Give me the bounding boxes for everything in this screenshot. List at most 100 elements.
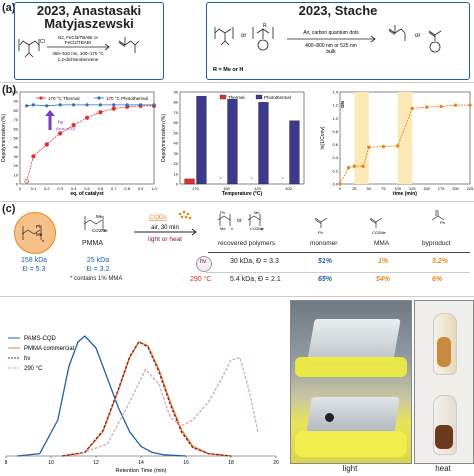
- chart3-point: [352, 164, 357, 168]
- pams-ph: Ph: [36, 224, 42, 229]
- chart2-star-mark: *: [220, 177, 222, 183]
- chart1-hv: hν: [58, 120, 64, 126]
- light-yellow-bottom: [295, 431, 407, 457]
- chart3-light-on-band: [354, 92, 369, 184]
- hv-arrowhead: [45, 110, 55, 116]
- chart3-ytick-label: 0.0: [332, 182, 338, 187]
- pmma-structure: Me CO2Me n: [83, 214, 108, 233]
- row2-monomer: 65%: [318, 276, 333, 283]
- chart1-xtick-label: 0.1: [31, 186, 37, 191]
- left-box-title-1: 2023, Anastasaki: [36, 3, 142, 18]
- chart1-ytick-label: 40: [14, 145, 19, 150]
- or-label-2: or: [415, 33, 420, 39]
- legend-photo-swatch: [255, 94, 263, 100]
- chart1-point-thermal: [71, 122, 76, 128]
- chart1-ytick-label: 20: [14, 163, 19, 168]
- header-monomer: monomer: [310, 240, 338, 247]
- chart1-point-thermal: [58, 131, 63, 136]
- row2-cond: 290 °C: [190, 276, 212, 283]
- chart3-point: [410, 106, 414, 111]
- left-cond-4: 1,2-dichlorobenzene: [58, 57, 99, 62]
- photo-light: [290, 300, 412, 464]
- chart3-point: [453, 103, 458, 107]
- chart1-point-photo: [31, 103, 35, 107]
- row2-mma: 54%: [376, 276, 391, 283]
- chart3-point: [361, 164, 365, 168]
- row1-cond: hν: [199, 259, 207, 265]
- chart1-point-thermal: [98, 110, 103, 115]
- chart2-category-label: 150: [223, 186, 230, 191]
- chart3-point: [468, 103, 472, 107]
- chart3-xtick-label: 100: [394, 186, 401, 191]
- chart2-ytick-label: 30: [174, 151, 179, 156]
- right-box-title: 2023, Stache: [298, 3, 378, 18]
- table-row: 290 °C 5.4 kDa, Đ = 2.1 65% 54% 6%: [190, 276, 470, 288]
- chart1-ytick-label: 50: [14, 136, 19, 141]
- panel-c-letter: (c): [2, 203, 16, 215]
- cqds-label: CQDs: [149, 214, 167, 221]
- light-vial-top: [307, 319, 401, 361]
- table-row: hν 30 kDa, Đ = 3.3 51% 1% 3.2%: [196, 258, 470, 270]
- prod-me: Me: [220, 226, 226, 231]
- chart2-bar-photo: [289, 120, 300, 185]
- light-vial-bottom: [306, 397, 400, 433]
- gpc-legend: PAMS-CQD PMMA commercial hν 290 °C: [8, 336, 74, 372]
- chart1-xtick-label: 1.0: [151, 186, 157, 191]
- chart3-xtick-label: 150: [423, 186, 430, 191]
- chart3-xtick-label: 225: [467, 186, 474, 191]
- chart1-xtick-label: 0.3: [57, 186, 63, 191]
- chart1-xtick-label: 0.2: [44, 186, 50, 191]
- pmma-note: * contains 1% MMA: [70, 276, 123, 282]
- chart2-ytick-label: 50: [174, 130, 179, 135]
- pams-n: n: [42, 238, 44, 243]
- heat-vial-top-fill: [437, 337, 451, 367]
- gpc-xtick-label: 14: [138, 460, 144, 466]
- pams-dispersity: Đ = 5.3: [22, 266, 46, 273]
- gpc-trace-1: [62, 341, 232, 457]
- right-cond-bottom: 400–800 nm or 525 nm: [305, 43, 357, 49]
- left-cond-2: FeCl2/TBABr: [65, 40, 92, 45]
- chart2-ytick-label: 40: [174, 141, 179, 146]
- panel-b-letter: (b): [2, 84, 17, 96]
- chart-depolymerization-vs-temperature: Depolymerization (%) Temperature (°C) 0 1…: [161, 90, 305, 197]
- reaction-arrow: CQDs air, 30 min light or heat: [134, 210, 197, 243]
- chart1-xtick-label: 0: [19, 186, 22, 191]
- row1-mma: 1%: [378, 258, 389, 265]
- r-label: R: [263, 23, 267, 29]
- chart1-ytick-label: 60: [14, 126, 19, 131]
- chart1-point-photo: [139, 103, 143, 107]
- chart2-legend-thermal: Thermal: [228, 95, 245, 100]
- gpc-trace-2: [62, 341, 232, 457]
- photo-light-label: light: [342, 464, 358, 473]
- chart1-legend-thermal: 170 °C Thermal: [48, 96, 79, 101]
- pams-structure: Ph Me n: [21, 224, 44, 243]
- chart2-ytick-label: 20: [174, 161, 179, 166]
- right-cond-bulk: bulk: [326, 49, 336, 55]
- chart3-xtick-label: 50: [367, 186, 372, 191]
- chart2-category-label: 120: [254, 186, 261, 191]
- chart1-point-photo: [152, 103, 156, 107]
- legend-thermal-marker: [39, 96, 43, 100]
- air-label: air, 30 min: [151, 225, 179, 231]
- table-header-row: recovered polymers monomer MMA byproduct: [208, 240, 470, 250]
- panel-a-left-box: 2023, Anastasaki Matyjaszewski Cl N2, Fe…: [14, 2, 164, 80]
- chart3-xtick-label: 75: [381, 186, 386, 191]
- chart2-category-label: 100: [285, 186, 292, 191]
- chart1-series-line: [26, 105, 154, 182]
- header-polymers: recovered polymers: [218, 240, 276, 247]
- chart1-xtick-label: 0.7: [111, 186, 117, 191]
- legend-photo-marker: [97, 96, 101, 100]
- chart1-xlabel: eq. of catalyst: [70, 191, 104, 197]
- chart1-point-thermal: [44, 142, 49, 147]
- chart2-ylabel: Depolymerization (%): [161, 114, 167, 162]
- legend-hv: hν: [24, 356, 30, 362]
- chart2-xlabel: Temperature (°C): [222, 191, 263, 197]
- chart3-point: [381, 144, 386, 149]
- chart1-xtick-label: 0.4: [71, 186, 77, 191]
- byprod-ph: Ph: [440, 220, 445, 225]
- photo-heat-label: heat: [435, 464, 451, 473]
- gpc-xtick-label: 8: [5, 460, 8, 466]
- mma-co2me: CO2Me: [372, 230, 387, 235]
- chart3-point: [367, 145, 371, 149]
- arrow-head: [191, 228, 197, 236]
